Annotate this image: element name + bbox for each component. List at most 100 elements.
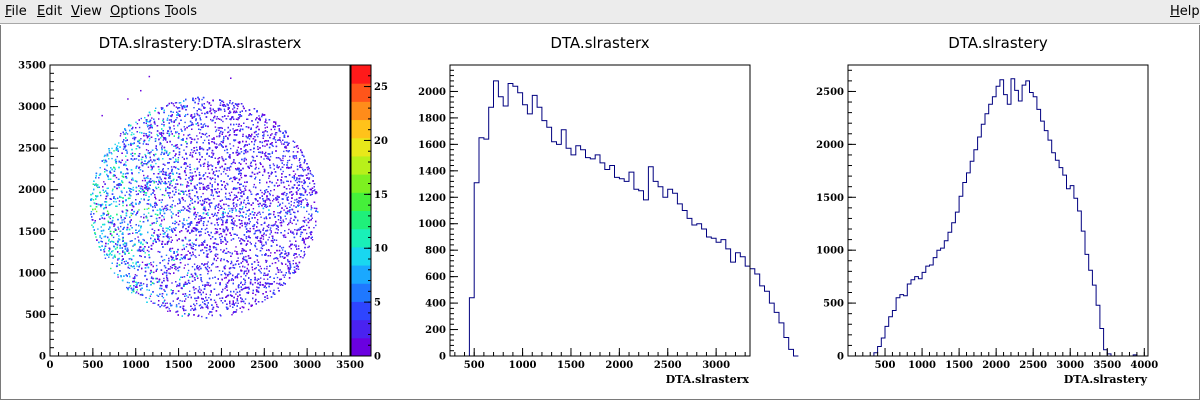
scatter-cell: [232, 266, 234, 269]
scatter-cell: [252, 225, 254, 227]
scatter-cell: [187, 269, 190, 272]
scatter-cell: [203, 139, 206, 142]
scatter-cell: [245, 216, 247, 219]
scatter-cell: [194, 308, 197, 311]
scatter-cell: [229, 143, 231, 145]
scatter-cell: [163, 138, 165, 140]
scatter-cell: [307, 203, 309, 205]
scatter-cell: [288, 272, 290, 274]
scatter-cell: [129, 216, 131, 218]
scatter-cell: [199, 129, 202, 131]
scatter-cell: [124, 144, 127, 146]
scatter-cell: [245, 270, 247, 272]
scatter-cell: [141, 261, 144, 263]
scatter-cell: [276, 166, 278, 168]
scatter-cell: [229, 252, 231, 254]
scatter-cell: [297, 268, 300, 270]
scatter-cell: [232, 217, 235, 219]
scatter-cell: [197, 289, 200, 292]
scatter-cell: [164, 302, 167, 305]
menu-view[interactable]: View: [71, 4, 102, 19]
scatter-cell: [151, 167, 153, 169]
scatter-cell: [150, 277, 153, 279]
scatter-cell: [133, 139, 136, 141]
scatter-cell: [189, 208, 192, 210]
scatter-cell: [297, 175, 300, 177]
scatter-marks: [89, 75, 319, 319]
scatter-cell: [296, 233, 298, 236]
scatter-cell: [159, 176, 161, 178]
scatter-cell: [120, 225, 122, 228]
scatter-cell: [198, 220, 201, 223]
scatter-cell: [121, 219, 123, 221]
scatter-cell: [281, 247, 283, 249]
scatter-cell: [142, 143, 144, 145]
scatter-cell: [192, 151, 194, 154]
menu-options[interactable]: Options: [110, 4, 161, 19]
scatter-cell: [94, 221, 96, 224]
scatter-cell: [293, 141, 296, 143]
scatter-cell: [134, 274, 137, 276]
scatter-cell: [244, 302, 246, 305]
scatter-cell: [290, 248, 292, 250]
scatter-cell: [309, 182, 311, 184]
scatter-cell: [286, 265, 289, 267]
scatter-cell: [222, 302, 224, 304]
scatter-cell: [240, 281, 242, 283]
scatter-cell: [241, 238, 244, 241]
menu-file[interactable]: File: [5, 4, 27, 19]
scatter-cell: [129, 190, 131, 192]
scatter-cell: [242, 258, 245, 261]
scatter-cell: [276, 132, 278, 134]
scatter-cell: [266, 197, 268, 199]
scatter-cell: [202, 301, 204, 303]
scatter-cell: [213, 257, 215, 260]
scatter-cell: [163, 124, 165, 126]
scatter-cell: [132, 262, 134, 264]
scatter-cell: [237, 260, 239, 262]
scatter-cell: [217, 127, 219, 129]
scatter-cell: [219, 207, 221, 210]
menu-help[interactable]: Help: [1170, 4, 1200, 19]
scatter-cell: [179, 299, 181, 302]
scatter-cell: [162, 118, 165, 120]
scatter-cell: [148, 124, 150, 127]
scatter-cell: [135, 190, 137, 192]
scatter-cell: [275, 132, 277, 134]
scatter-cell: [160, 153, 162, 156]
scatter-cell: [197, 138, 199, 140]
scatter-cell: [200, 234, 202, 236]
scatter-cell: [152, 235, 154, 237]
scatter-cell: [256, 259, 258, 261]
scatter-cell: [185, 309, 187, 311]
scatter-cell: [285, 218, 287, 220]
scatter-cell: [205, 284, 208, 286]
scatter-cell: [141, 186, 144, 188]
scatter-cell: [274, 139, 277, 141]
scatter-cell: [148, 139, 150, 142]
scatter-cell: [238, 215, 240, 217]
scatter-cell: [111, 223, 113, 225]
scatter-cell: [220, 240, 222, 243]
scatter-cell: [229, 157, 231, 159]
scatter-cell: [153, 230, 156, 232]
scatter-cell: [172, 300, 174, 302]
scatter-cell: [218, 203, 220, 205]
scatter-cell: [274, 128, 276, 131]
scatter-cell: [145, 149, 148, 151]
scatter-cell: [195, 97, 197, 100]
scatter-cell: [142, 189, 144, 192]
scatter-cell: [214, 181, 216, 183]
menu-edit[interactable]: Edit: [37, 4, 63, 19]
scatter-cell: [257, 219, 259, 221]
scatter-cell: [132, 159, 134, 161]
scatter-cell: [191, 242, 194, 244]
scatter-cell: [237, 273, 239, 275]
scatter-cell: [119, 230, 121, 233]
menu-tools[interactable]: Tools: [165, 4, 198, 19]
scatter-cell: [202, 192, 204, 195]
scatter-cell: [228, 192, 231, 194]
scatter-cell: [191, 266, 194, 268]
scatter-cell: [224, 184, 227, 187]
scatter-cell: [231, 314, 233, 316]
